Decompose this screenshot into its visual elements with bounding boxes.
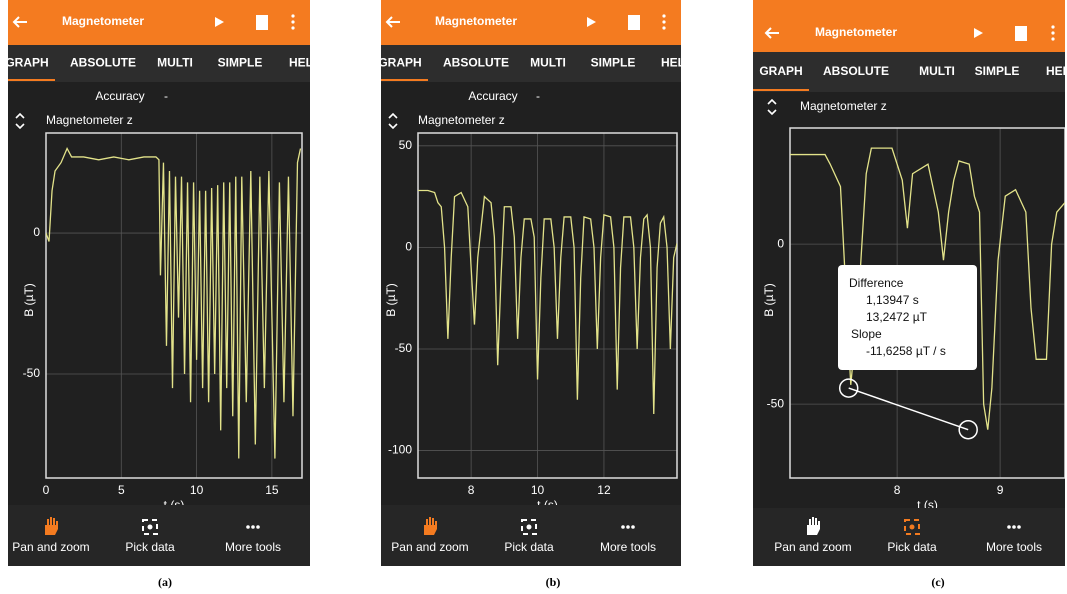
y-tick-label: -50 <box>767 396 785 410</box>
delete-button[interactable] <box>1015 27 1027 40</box>
phone-screen: Magnetometer GRAPH ABSOLUTE MULTI SIMPLE HEL A… <box>378 0 685 566</box>
tab-indicator <box>8 79 55 81</box>
more-dot[interactable] <box>631 525 635 529</box>
accuracy-value: - <box>536 89 540 103</box>
phone-screen: Magnetometer GRAPH ABSOLUTE MULTI SIMPLE HEL M… <box>753 0 1067 566</box>
tool-label[interactable]: Pan and zoom <box>774 540 851 554</box>
y-tick-label: -50 <box>23 366 41 380</box>
tab[interactable]: HEL <box>289 56 313 70</box>
y-axis-title: B (µT) <box>384 283 398 317</box>
app-title: Magnetometer <box>62 14 144 28</box>
panel-caption: (b) <box>546 575 561 589</box>
tool-label[interactable]: Pan and zoom <box>391 540 468 554</box>
screen-bg <box>8 0 310 566</box>
tool-label[interactable]: Pick data <box>125 540 175 554</box>
x-tick-label: 5 <box>118 483 125 497</box>
y-axis-title: B (µT) <box>762 283 776 317</box>
tab[interactable]: SIMPLE <box>591 56 636 70</box>
tab[interactable]: GRAPH <box>378 56 421 70</box>
menu-dot[interactable] <box>662 14 665 17</box>
x-tick-label: 10 <box>190 483 204 497</box>
tool-label[interactable]: Pan and zoom <box>12 540 89 554</box>
series-name: Magnetometer z <box>800 99 887 113</box>
more-dot[interactable] <box>1017 525 1021 529</box>
info-text: 13,2472 µT <box>866 310 928 324</box>
more-dot[interactable] <box>621 525 625 529</box>
info-text: -11,6258 µT / s <box>866 344 946 358</box>
menu-dot[interactable] <box>1051 25 1054 28</box>
more-dot[interactable] <box>256 525 260 529</box>
accuracy-label: Accuracy <box>468 89 517 103</box>
app-title: Magnetometer <box>815 25 897 39</box>
more-dot[interactable] <box>1012 525 1016 529</box>
toolbar <box>381 505 681 566</box>
tab[interactable]: MULTI <box>157 56 193 70</box>
info-text: 1,13947 s <box>866 293 919 307</box>
toolbar <box>8 505 310 566</box>
tab-indicator <box>381 79 428 81</box>
menu-dot[interactable] <box>1051 37 1054 40</box>
x-tick-label: 10 <box>531 483 545 497</box>
y-axis-title: B (µT) <box>22 283 36 317</box>
x-tick-label: 0 <box>43 483 50 497</box>
more-dot[interactable] <box>626 525 630 529</box>
y-tick-label: -50 <box>395 341 413 355</box>
y-tick-label: 0 <box>777 236 784 250</box>
tool-label[interactable]: More tools <box>600 540 656 554</box>
series-name: Magnetometer z <box>418 113 505 127</box>
tab[interactable]: GRAPH <box>759 64 802 78</box>
x-tick-label: 12 <box>597 483 611 497</box>
accuracy-value: - <box>164 89 168 103</box>
tab[interactable]: ABSOLUTE <box>823 64 889 78</box>
y-tick-label: 0 <box>405 240 412 254</box>
tab[interactable]: ABSOLUTE <box>443 56 509 70</box>
delete-button[interactable] <box>628 16 640 29</box>
pick-dot <box>527 525 532 530</box>
more-dot[interactable] <box>1007 525 1011 529</box>
screenshot-figure: Magnetometer GRAPH ABSOLUTE MULTI SIMPLE HEL A… <box>0 0 1067 594</box>
tab[interactable]: MULTI <box>530 56 566 70</box>
tab-indicator <box>753 89 809 91</box>
menu-dot[interactable] <box>662 26 665 29</box>
menu-dot[interactable] <box>291 26 294 29</box>
tab[interactable]: SIMPLE <box>218 56 263 70</box>
accuracy-label: Accuracy <box>95 89 144 103</box>
toolbar <box>753 508 1065 566</box>
screen-bg <box>381 0 681 566</box>
delete-button[interactable] <box>256 16 268 29</box>
tab[interactable]: HEL <box>1046 64 1067 78</box>
app-title: Magnetometer <box>435 14 517 28</box>
tab[interactable]: HEL <box>661 56 685 70</box>
x-tick-label: 15 <box>265 483 279 497</box>
series-name: Magnetometer z <box>46 113 133 127</box>
x-tick-label: 9 <box>997 483 1004 497</box>
tool-label[interactable]: More tools <box>986 540 1042 554</box>
tool-label[interactable]: Pick data <box>504 540 554 554</box>
y-tick-label: -100 <box>388 443 412 457</box>
tab[interactable]: GRAPH <box>5 56 48 70</box>
pick-dot <box>910 525 915 530</box>
info-text: Slope <box>851 327 882 341</box>
panel-caption: (a) <box>158 575 172 589</box>
panel-caption: (c) <box>931 575 944 589</box>
menu-dot[interactable] <box>291 14 294 17</box>
phone-screen: Magnetometer GRAPH ABSOLUTE MULTI SIMPLE HEL A… <box>5 0 313 566</box>
more-dot[interactable] <box>246 525 250 529</box>
info-text: Difference <box>849 276 904 290</box>
x-tick-label: 8 <box>468 483 475 497</box>
y-tick-label: 50 <box>399 138 413 152</box>
more-dot[interactable] <box>251 525 255 529</box>
pick-dot <box>148 525 153 530</box>
tab[interactable]: MULTI <box>919 64 955 78</box>
tab[interactable]: ABSOLUTE <box>70 56 136 70</box>
tool-label[interactable]: Pick data <box>887 540 937 554</box>
tab[interactable]: SIMPLE <box>975 64 1020 78</box>
tool-label[interactable]: More tools <box>225 540 281 554</box>
menu-dot[interactable] <box>1051 31 1054 34</box>
y-tick-label: 0 <box>33 225 40 239</box>
menu-dot[interactable] <box>662 20 665 23</box>
x-tick-label: 8 <box>894 483 901 497</box>
menu-dot[interactable] <box>291 20 294 23</box>
